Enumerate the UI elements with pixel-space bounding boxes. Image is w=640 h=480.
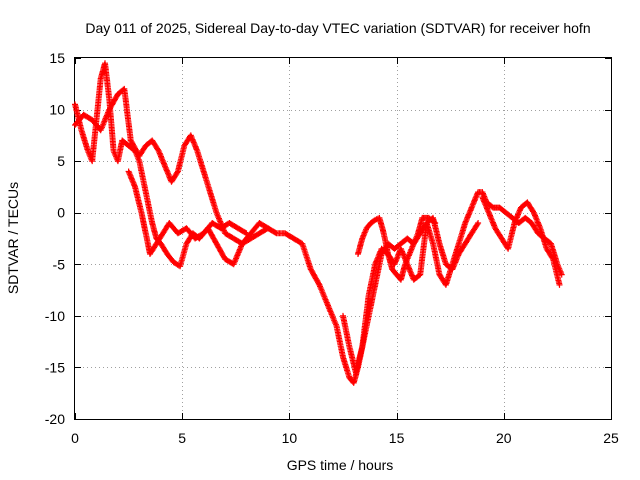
y-tick-label: 0 — [57, 205, 65, 221]
plus-markers — [125, 168, 250, 257]
x-tick-label: 15 — [389, 430, 405, 446]
y-tick-label: -5 — [53, 256, 66, 272]
series-sdtvar_main — [72, 60, 565, 386]
series-sdtvar_branch_a — [72, 85, 271, 247]
data-points — [72, 60, 565, 386]
plus-markers — [72, 85, 271, 247]
y-tick-label: -10 — [45, 308, 65, 324]
plus-markers — [355, 214, 439, 283]
x-tick-label: 20 — [496, 430, 512, 446]
x-tick-label: 0 — [71, 430, 79, 446]
series-sdtvar_branch_e — [479, 194, 563, 288]
plus-markers — [479, 194, 563, 288]
y-tick-labels: -20 -15 -10 -5 0 5 10 15 — [45, 50, 65, 427]
x-tick-label: 25 — [603, 430, 619, 446]
series-sdtvar_branch_d — [355, 214, 439, 283]
series-sdtvar_branch_b — [125, 168, 250, 257]
plot-frame — [74, 57, 612, 420]
y-tick-label: -20 — [45, 411, 65, 427]
y-axis-label: SDTVAR / TECUs — [5, 182, 21, 294]
y-tick-label: 5 — [57, 153, 65, 169]
plus-markers — [72, 60, 565, 386]
x-tick-labels: 0 5 10 15 20 25 — [71, 430, 619, 446]
chart-title: Day 011 of 2025, Sidereal Day-to-day VTE… — [85, 20, 590, 36]
y-tick-label: -15 — [45, 359, 65, 375]
x-tick-label: 5 — [178, 430, 186, 446]
axis-ticks — [75, 58, 612, 420]
y-tick-label: 10 — [49, 102, 65, 118]
x-tick-label: 10 — [282, 430, 298, 446]
x-axis-label: GPS time / hours — [287, 457, 394, 473]
y-tick-label: 15 — [49, 50, 65, 66]
